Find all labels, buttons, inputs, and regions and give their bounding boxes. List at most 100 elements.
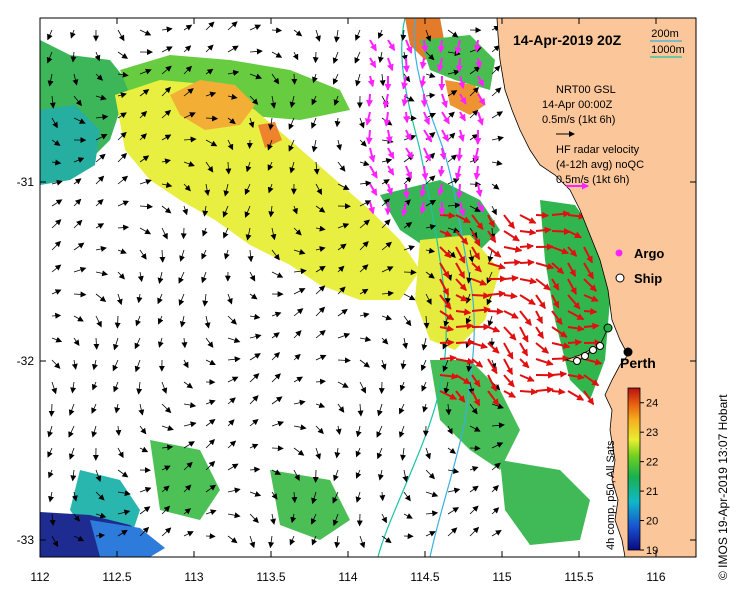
wind-arrow [183,484,192,493]
magenta-arrow [383,111,391,127]
wind-arrow [403,293,416,301]
wind-arrow [49,95,56,109]
wind-arrow [95,73,104,81]
wind-arrow [205,509,217,516]
wind-arrow [223,183,230,197]
wind-arrow [51,117,58,129]
magenta-arrow [436,57,444,72]
wind-arrow [249,513,259,524]
radar-arrow [455,338,475,346]
wind-arrow [486,271,493,284]
wind-arrow [425,29,432,42]
ship-track [573,323,613,365]
wind-arrow [95,223,105,229]
wind-arrow [205,91,217,98]
wind-arrow [381,513,387,524]
city-marker-icon [623,347,633,357]
colorbar-ticks: 19 20 21 22 23 24 [640,398,658,557]
radar-arrow [439,339,455,347]
argo-legend-label: Argo [634,246,664,261]
wind-arrow [92,381,98,391]
wind-arrow [161,109,172,119]
wind-arrow [227,419,235,427]
contour-label-200m: 200m [651,28,679,40]
wind-arrow [117,112,127,119]
radar-arrow [583,246,593,264]
wind-arrow [135,315,141,327]
wind-arrow [491,183,500,190]
wind-arrow [332,73,339,85]
wind-arrow [469,505,479,515]
wind-arrow [271,311,282,318]
radar-arrow [487,307,504,315]
wind-arrow [337,223,350,229]
wind-arrow [315,183,322,195]
wind-arrow [183,531,194,537]
sst-patches [40,18,610,557]
wind-arrow [491,45,501,53]
wind-arrow [205,399,216,406]
wind-arrow [139,526,150,537]
wind-arrow [47,29,53,41]
wind-arrow [445,403,452,416]
radar-arrow [519,214,537,224]
wind-arrow [469,466,479,472]
wind-arrow [359,264,369,273]
wind-arrow [293,268,307,275]
wind-arrow [337,381,349,388]
radar-legend-line3: 0.5m/s (1kt 6h) [556,174,629,186]
wind-arrow [293,249,306,255]
wind-arrow [73,95,82,107]
wind-arrow [244,183,251,196]
wind-arrow [73,117,86,124]
wind-arrow [425,72,436,79]
credit-text: © IMOS 19-Apr-2019 13:07 Hobart [716,394,730,580]
wind-arrow [291,73,298,85]
magenta-arrow [421,165,429,181]
wind-arrow [359,117,365,129]
wind-arrow [267,139,273,151]
sst-patch-green-sw [150,440,220,520]
wind-arrow [337,161,346,172]
x-tick-label: 113 [184,570,203,584]
wind-arrow [68,425,75,438]
wind-arrow [315,246,326,252]
wind-arrow [73,157,85,163]
wind-arrow [335,425,342,435]
wind-arrow [268,205,275,218]
magenta-arrow [458,129,465,142]
wind-arrow [447,425,453,435]
wind-arrow [139,68,152,75]
wind-arrow [291,491,298,504]
radar-arrow [455,390,466,403]
wind-arrow [227,45,239,53]
wind-arrow [139,29,152,36]
wind-arrow [359,240,369,251]
wind-arrow [425,112,436,119]
wind-arrow [249,48,263,55]
wind-arrow [447,507,460,515]
radar-arrow [519,374,535,382]
radar-arrow [471,214,484,230]
wind-arrow [134,359,141,373]
magenta-arrow [404,129,412,141]
magenta-arrow [385,129,393,144]
wind-arrow [179,315,186,328]
wind-arrow [157,271,164,284]
magenta-arrow [401,93,409,107]
wind-arrow [359,535,366,549]
wind-arrow [225,161,232,175]
wind-arrow [205,44,214,53]
radar-arrow [551,388,566,396]
radar-arrow [551,262,565,275]
wind-arrow [227,463,239,471]
wind-arrow [333,95,340,106]
magenta-arrow [437,39,445,54]
wind-arrow [161,182,173,188]
wind-arrow [95,469,102,483]
wind-arrow [73,242,85,251]
magenta-arrow [405,165,413,180]
magenta-arrow [368,201,375,215]
wind-arrow [359,219,370,229]
wind-arrow [112,359,119,372]
